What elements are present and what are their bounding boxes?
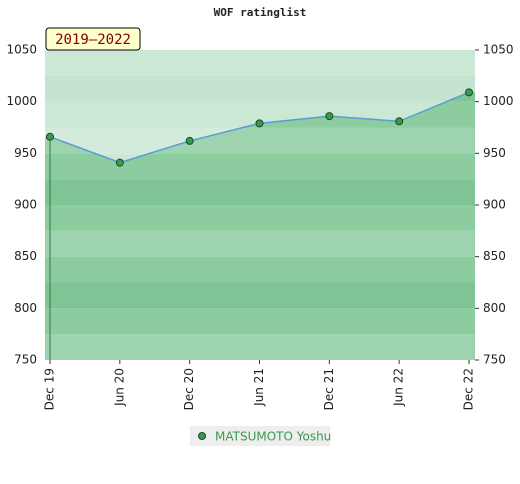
point — [115, 158, 124, 167]
point — [395, 117, 404, 126]
y2-tick-label: 1050 — [483, 43, 514, 57]
annotation: 2019–2022 — [55, 32, 131, 48]
legend-marker — [198, 432, 206, 440]
annotation-box — [45, 27, 141, 51]
band — [45, 282, 475, 309]
plot-area — [45, 50, 475, 360]
y-tick-label: 1050 — [6, 43, 37, 57]
chart-title: WOF ratinglist — [214, 6, 307, 19]
y2-tick-label: 900 — [483, 198, 506, 212]
point — [46, 132, 54, 141]
legend — [190, 426, 330, 446]
y-tick-label: 1000 — [6, 94, 37, 108]
y-tick-label: 850 — [14, 249, 37, 263]
y-tick-label: 800 — [14, 301, 37, 315]
x-tick-label: Jun 21 — [252, 368, 266, 407]
point — [325, 112, 334, 121]
band — [45, 308, 475, 335]
x-tick-label: Jun 22 — [392, 368, 406, 407]
y-tick-label: 950 — [14, 146, 37, 160]
band — [45, 334, 475, 360]
y2-tick-label: 850 — [483, 249, 506, 263]
band — [45, 230, 475, 257]
x-tick-label: Dec 22 — [462, 368, 476, 410]
point — [255, 119, 264, 128]
y2-tick-label: 1000 — [483, 94, 514, 108]
x-tick-label: Jun 20 — [112, 368, 126, 407]
point — [185, 136, 194, 145]
y2-tick-label: 800 — [483, 301, 506, 315]
y2-tick-label: 750 — [483, 353, 506, 367]
x-tick-label: Dec 21 — [322, 368, 336, 410]
band — [45, 205, 475, 231]
band — [45, 179, 475, 205]
x-tick-label: Dec 20 — [182, 368, 196, 410]
above-line-shade — [45, 50, 475, 163]
point — [465, 88, 473, 97]
legend-label: MATSUMOTO Yoshu — [215, 430, 331, 444]
band — [45, 256, 475, 283]
y-tick-label: 900 — [14, 198, 37, 212]
x-tick-label: Dec 19 — [43, 368, 57, 410]
y2-tick-label: 950 — [483, 146, 506, 160]
y-tick-label: 750 — [14, 353, 37, 367]
